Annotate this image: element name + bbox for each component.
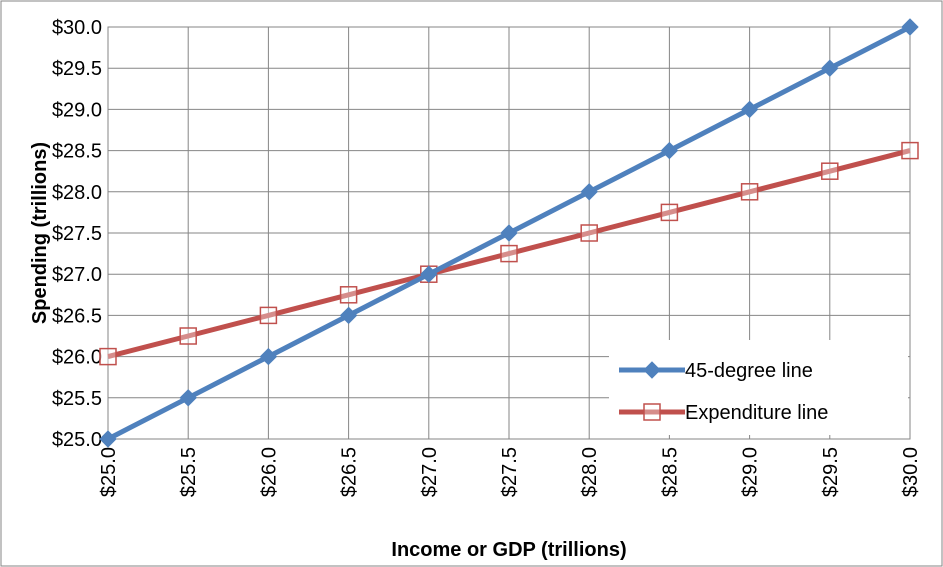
data-point [740, 183, 759, 201]
legend-item-0: 45-degree line [619, 360, 813, 382]
data-point [179, 389, 197, 407]
legend-marker [643, 361, 661, 379]
data-point [740, 100, 759, 119]
legend-label: Expenditure line [685, 402, 828, 424]
plot-area-border [107, 26, 911, 440]
data-point [339, 286, 358, 304]
y-tick-label: $26.5 [52, 305, 102, 327]
x-tick-label: $28.5 [659, 447, 681, 497]
x-tick-label: $26.5 [339, 447, 361, 497]
y-tick-label: $28.0 [52, 182, 102, 204]
x-tick-label: $28.0 [579, 447, 601, 497]
y-tick-label: $25.5 [52, 388, 102, 410]
data-point [500, 244, 518, 263]
data-point [259, 347, 278, 366]
data-point [660, 141, 679, 160]
y-axis-tick-labels: $25.0 $25.5 $26.0 $26.5 $27.0 $27.5 $28.0 $28.5… [52, 17, 102, 451]
legend-background [609, 340, 908, 435]
data-point [821, 59, 839, 77]
data-point [660, 203, 679, 222]
y-tick-label: $26.0 [52, 347, 102, 369]
x-axis-title: Income or GDP (trillions) [391, 539, 626, 561]
legend-item-1: Expenditure line [619, 402, 828, 424]
data-point [821, 162, 839, 180]
y-tick-label: $25.0 [52, 429, 102, 451]
y-tick-label: $27.5 [52, 223, 102, 245]
x-tick-label: $25.0 [98, 447, 120, 497]
data-point [99, 347, 117, 366]
x-tick-label: $29.5 [820, 447, 842, 497]
legend-label: 45-degree line [685, 360, 813, 382]
x-tick-label: $27.0 [419, 447, 441, 497]
data-point [580, 224, 598, 242]
series-1 [99, 141, 919, 366]
data-point [901, 141, 919, 160]
x-tick-label: $27.5 [499, 447, 521, 497]
series-layer [99, 18, 919, 448]
y-tick-label: $28.5 [52, 141, 102, 163]
y-tick-label: $27.0 [52, 264, 102, 286]
legend-marker [643, 403, 661, 421]
y-tick-label: $29.5 [52, 58, 102, 80]
x-tick-label: $26.0 [258, 447, 280, 497]
x-tick-label: $29.0 [740, 447, 762, 497]
data-point [179, 327, 197, 345]
x-axis-tick-labels: $25.0 $25.5 $26.0 $26.5 $27.0 $27.5 $28.0 $28.5… [98, 447, 922, 497]
y-tick-label: $29.0 [52, 99, 102, 121]
data-point [500, 224, 518, 242]
series-line-1 [107, 148, 911, 360]
data-point [259, 306, 278, 325]
data-point [99, 430, 117, 448]
x-tick-label: $25.5 [178, 447, 200, 497]
y-tick-label: $30.0 [52, 17, 102, 39]
x-tick-label: $30.0 [900, 447, 922, 497]
data-point [420, 265, 438, 283]
data-point [580, 183, 598, 201]
series-0 [99, 18, 919, 448]
data-point [901, 18, 919, 36]
data-point [339, 306, 358, 325]
legend: 45-degree line Expenditure line [609, 340, 908, 435]
y-axis-title: Spending (trillions) [29, 142, 51, 324]
